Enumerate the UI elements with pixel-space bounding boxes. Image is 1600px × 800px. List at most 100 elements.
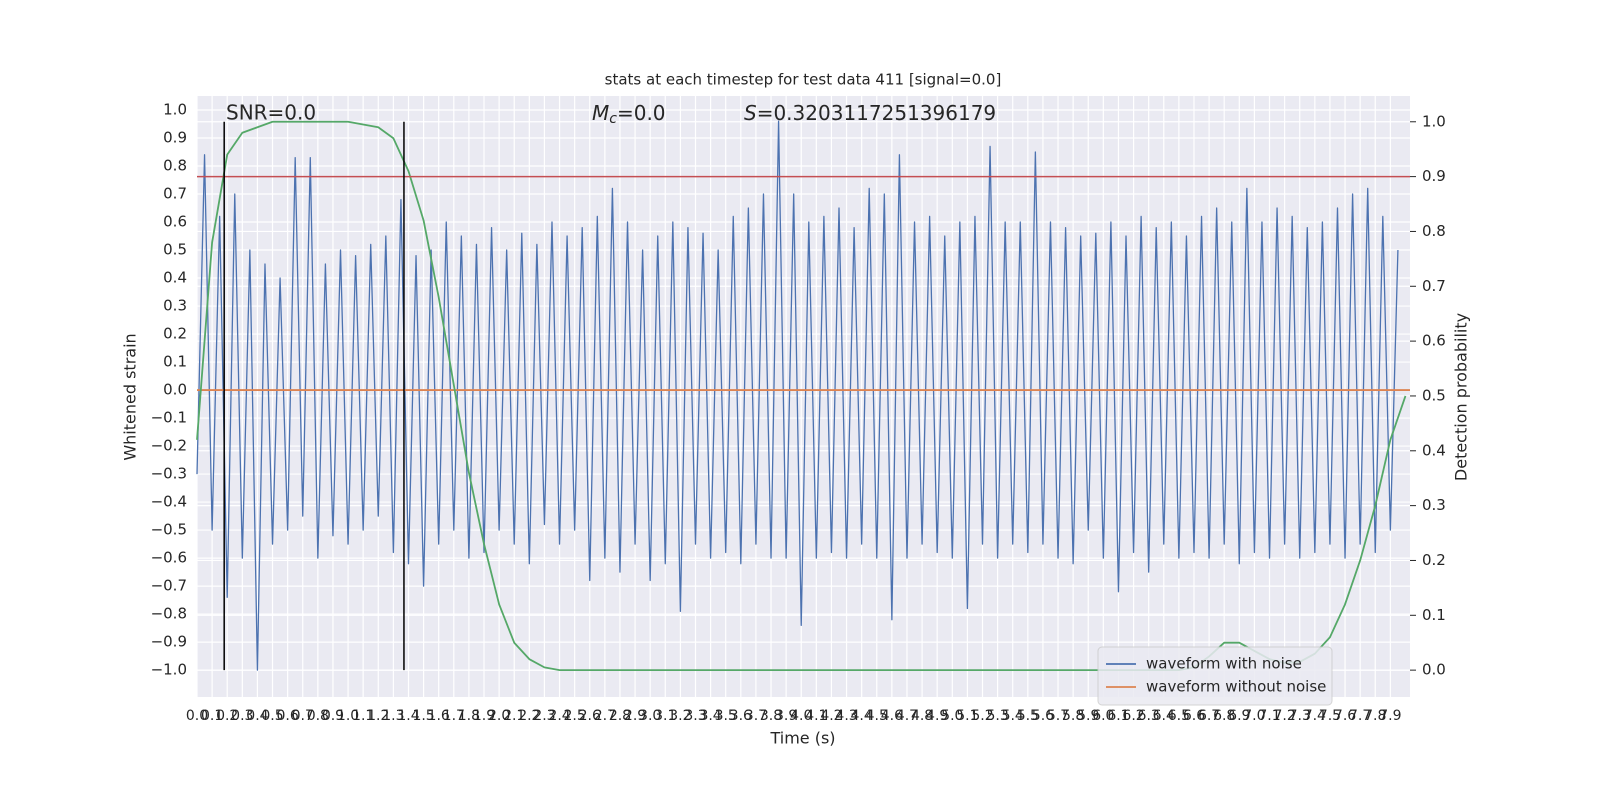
x-tick-label: 6.3: [1138, 708, 1160, 724]
x-tick-label: 3.1: [654, 708, 676, 724]
y2-tick-label: 0.8: [1422, 222, 1446, 240]
y-tick-label: 0.2: [163, 325, 187, 343]
x-tick-label: 0.3: [231, 708, 253, 724]
y-tick-label: −0.7: [151, 577, 187, 595]
y2-tick-label: 0.3: [1422, 496, 1446, 514]
x-tick-label: 7.8: [1364, 708, 1386, 724]
x-tick-label: 4.5: [866, 708, 888, 724]
x-tick-label: 1.1: [352, 708, 374, 724]
y-tick-label: 0.7: [163, 185, 187, 203]
y2-tick-label: 0.0: [1422, 661, 1446, 679]
x-axis-label: Time (s): [769, 729, 835, 748]
y-tick-label: 0.5: [163, 241, 187, 259]
x-tick-label: 1.9: [473, 708, 495, 724]
y-tick-label: −0.8: [151, 605, 187, 623]
x-tick-label: 0.7: [292, 708, 314, 724]
y2-tick-label: 0.2: [1422, 551, 1446, 569]
x-tick-label: 7.0: [1243, 708, 1265, 724]
x-tick-label: 2.9: [624, 708, 646, 724]
y2-tick-label: 0.4: [1422, 441, 1446, 459]
y2-tick-label: 0.7: [1422, 277, 1446, 295]
y-tick-label: 1.0: [163, 101, 187, 119]
y-tick-label: 0.1: [163, 353, 187, 371]
y-tick-label: −0.6: [151, 549, 187, 567]
x-tick-label: 2.7: [594, 708, 616, 724]
x-tick-label: 4.7: [896, 708, 918, 724]
x-tick-label: 6.8: [1213, 708, 1235, 724]
snr-annotation: SNR=0.0: [226, 101, 316, 125]
y-tick-label: −0.9: [151, 633, 187, 651]
mc-value: =0.0: [617, 101, 666, 125]
x-tick-label: 3.3: [684, 708, 706, 724]
x-tick-label: 5.2: [971, 708, 993, 724]
x-tick-label: 6.1: [1107, 708, 1129, 724]
x-tick-label: 6.4: [1153, 708, 1175, 724]
x-tick-label: 1.3: [382, 708, 404, 724]
x-tick-label: 0.6: [277, 708, 299, 724]
x-tick-label: 0.2: [216, 708, 238, 724]
x-tick-label: 1.0: [337, 708, 359, 724]
mc-subscript: c: [609, 111, 617, 127]
x-tick-label: 2.8: [609, 708, 631, 724]
x-tick-label: 2.1: [503, 708, 525, 724]
x-tick-label: 4.3: [835, 708, 857, 724]
x-tick-label: 6.9: [1228, 708, 1250, 724]
s-value: =0.3203117251396179: [757, 101, 996, 125]
x-tick-label: 0.9: [322, 708, 344, 724]
y-tick-label: −0.4: [151, 493, 187, 511]
x-tick-label: 4.1: [805, 708, 827, 724]
x-tick-label: 7.4: [1304, 708, 1326, 724]
x-tick-label: 4.2: [820, 708, 842, 724]
s-annotation: S=0.3203117251396179: [744, 101, 996, 125]
x-tick-label: 3.9: [775, 708, 797, 724]
x-tick-label: 3.5: [715, 708, 737, 724]
y-tick-label: −0.1: [151, 409, 187, 427]
x-tick-label: 5.9: [1077, 708, 1099, 724]
y2-axis-label: Detection probability: [1452, 313, 1471, 481]
x-tick-label: 6.6: [1183, 708, 1205, 724]
x-tick-label: 6.2: [1122, 708, 1144, 724]
x-tick-label: 2.2: [518, 708, 540, 724]
x-tick-label: 5.0: [941, 708, 963, 724]
x-tick-label: 2.0: [488, 708, 510, 724]
x-tick-label: 3.6: [730, 708, 752, 724]
x-tick-label: 3.2: [669, 708, 691, 724]
x-tick-label: 7.5: [1319, 708, 1341, 724]
x-tick-label: 4.9: [926, 708, 948, 724]
y-tick-label: 0.8: [163, 157, 187, 175]
x-tick-label: 7.6: [1334, 708, 1356, 724]
x-tick-label: 1.4: [397, 708, 419, 724]
x-tick-label: 6.7: [1198, 708, 1220, 724]
y-tick-label: −0.3: [151, 465, 187, 483]
chart-title: stats at each timestep for test data 411…: [605, 71, 1002, 89]
series-line: [196, 120, 1399, 671]
x-tick-label: 2.4: [548, 708, 570, 724]
x-tick-label: 6.5: [1168, 708, 1190, 724]
mc-symbol: M: [592, 101, 609, 125]
y-axis-label: Whitened strain: [121, 333, 140, 460]
mc-annotation: Mc=0.0: [592, 101, 666, 128]
x-tick-label: 5.3: [986, 708, 1008, 724]
y-tick-label: 0.0: [163, 381, 187, 399]
x-tick-label: 5.4: [1002, 708, 1024, 724]
x-tick-label: 1.5: [412, 708, 434, 724]
y2-tick-label: 1.0: [1422, 112, 1446, 130]
y-tick-label: 0.9: [163, 129, 187, 147]
x-tick-label: 0.0: [186, 708, 208, 724]
x-tick-label: 0.4: [246, 708, 268, 724]
x-tick-label: 3.0: [639, 708, 661, 724]
x-tick-label: 3.7: [745, 708, 767, 724]
x-tick-label: 7.9: [1379, 708, 1401, 724]
x-tick-label: 7.3: [1289, 708, 1311, 724]
legend-label: waveform with noise: [1146, 655, 1302, 673]
legend-box: [1097, 646, 1333, 706]
y-tick-label: −0.2: [151, 437, 187, 455]
x-tick-label: 2.5: [564, 708, 586, 724]
y2-tick-label: 0.1: [1422, 606, 1446, 624]
x-tick-label: 4.6: [881, 708, 903, 724]
x-tick-label: 5.6: [1032, 708, 1054, 724]
x-tick-label: 2.3: [533, 708, 555, 724]
y-tick-label: 0.3: [163, 297, 187, 315]
y-tick-label: 0.6: [163, 213, 187, 231]
